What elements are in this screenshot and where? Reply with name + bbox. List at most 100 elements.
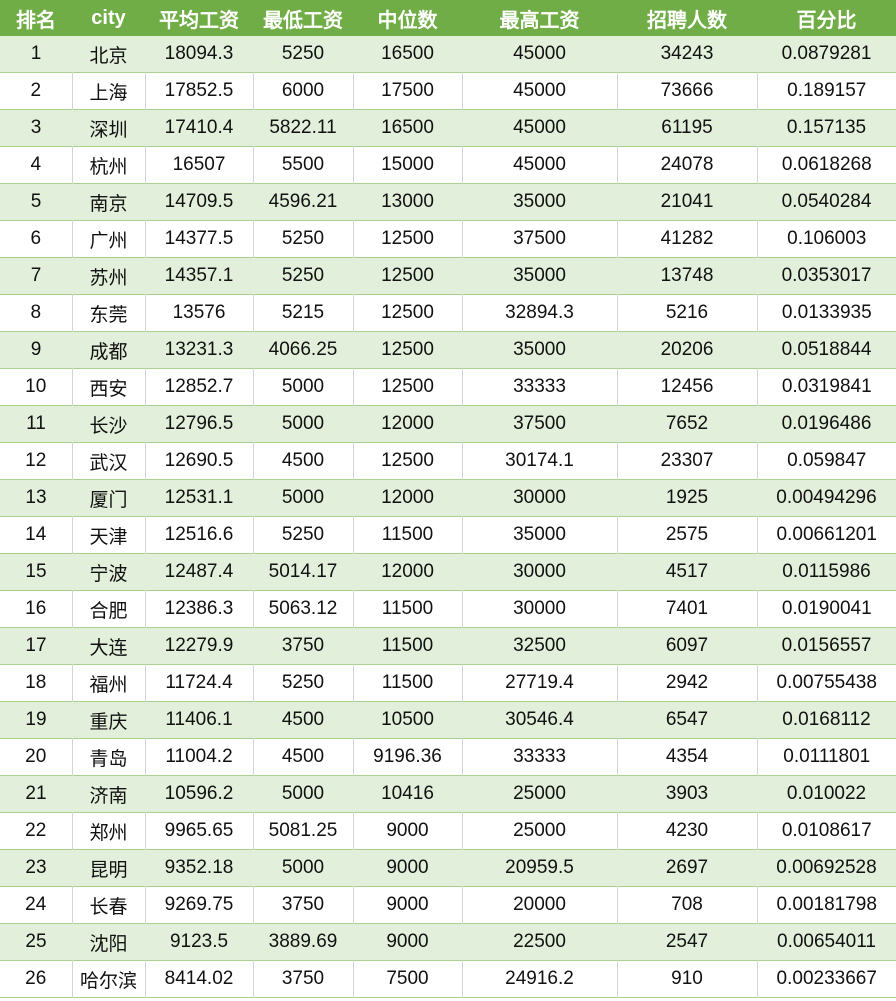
cell-min-salary[interactable]: 5250 (252, 516, 353, 554)
cell-median[interactable]: 17500 (352, 72, 462, 110)
cell-city[interactable]: 武汉 (71, 442, 145, 480)
cell-rank[interactable]: 1 (0, 36, 72, 73)
cell-avg-salary[interactable]: 12531.1 (145, 479, 253, 517)
cell-city[interactable]: 宁波 (72, 553, 145, 591)
cell-percentage[interactable]: 0.106003 (756, 220, 896, 258)
cell-min-salary[interactable]: 4500 (253, 701, 353, 739)
cell-rank[interactable]: 21 (0, 775, 72, 813)
cell-city[interactable]: 北京 (72, 36, 145, 73)
cell-job-count[interactable]: 1925 (617, 479, 757, 517)
cell-rank[interactable]: 11 (0, 405, 72, 443)
cell-job-count[interactable]: 12456 (616, 368, 757, 406)
cell-median[interactable]: 12500 (352, 368, 462, 406)
cell-median[interactable]: 9000 (352, 812, 462, 850)
cell-median[interactable]: 12000 (353, 405, 462, 443)
cell-median[interactable]: 12500 (352, 220, 462, 258)
cell-median[interactable]: 12000 (353, 553, 462, 591)
cell-city[interactable]: 杭州 (71, 146, 145, 184)
cell-percentage[interactable]: 0.189157 (756, 72, 896, 110)
cell-avg-salary[interactable]: 13576 (144, 294, 253, 332)
cell-max-salary[interactable]: 35000 (462, 183, 617, 221)
cell-avg-salary[interactable]: 17852.5 (144, 72, 253, 110)
cell-avg-salary[interactable]: 11406.1 (145, 701, 253, 739)
cell-percentage[interactable]: 0.0518844 (757, 331, 896, 369)
cell-job-count[interactable]: 6097 (617, 627, 757, 665)
cell-min-salary[interactable]: 3750 (252, 886, 353, 924)
cell-max-salary[interactable]: 25000 (461, 812, 617, 850)
cell-median[interactable]: 15000 (352, 146, 462, 184)
cell-job-count[interactable]: 23307 (616, 442, 757, 480)
cell-max-salary[interactable]: 35000 (461, 516, 617, 554)
cell-city[interactable]: 哈尔滨 (71, 960, 145, 998)
cell-rank[interactable]: 6 (30, 228, 42, 249)
cell-median[interactable]: 12500 (353, 331, 462, 369)
cell-job-count[interactable]: 2942 (616, 664, 757, 702)
cell-city[interactable]: 东莞 (71, 294, 145, 332)
cell-job-count[interactable]: 708 (616, 886, 757, 924)
cell-avg-salary[interactable]: 9965.65 (144, 812, 253, 850)
cell-max-salary[interactable]: 35000 (462, 331, 617, 369)
cell-median[interactable]: 11500 (352, 516, 462, 554)
column-header-rank[interactable]: 排名 (0, 0, 72, 36)
cell-min-salary[interactable]: 3889.69 (253, 923, 353, 961)
cell-median[interactable]: 16500 (353, 36, 462, 73)
cell-percentage[interactable]: 0.00233667 (756, 960, 896, 998)
cell-job-count[interactable]: 910 (616, 960, 757, 998)
cell-min-salary[interactable]: 5000 (253, 405, 353, 443)
column-header-median[interactable]: 中位数 (353, 0, 462, 36)
cell-avg-salary[interactable]: 13231.3 (145, 331, 253, 369)
cell-rank[interactable]: 22 (25, 820, 47, 841)
cell-rank[interactable]: 14 (25, 524, 47, 545)
cell-job-count[interactable]: 5216 (616, 294, 757, 332)
cell-city[interactable]: 重庆 (72, 701, 145, 739)
cell-min-salary[interactable]: 6000 (252, 72, 353, 110)
cell-min-salary[interactable]: 4066.25 (253, 331, 353, 369)
cell-avg-salary[interactable]: 12487.4 (145, 553, 253, 591)
cell-median[interactable]: 10500 (353, 701, 462, 739)
cell-avg-salary[interactable]: 12796.5 (145, 405, 253, 443)
cell-city[interactable]: 深圳 (72, 109, 145, 147)
cell-percentage[interactable]: 0.010022 (757, 775, 896, 813)
cell-max-salary[interactable]: 32894.3 (461, 294, 617, 332)
cell-job-count[interactable]: 2697 (617, 849, 757, 887)
cell-min-salary[interactable]: 5000 (253, 775, 353, 813)
cell-avg-salary[interactable]: 14377.5 (144, 220, 253, 258)
cell-rank[interactable]: 2 (30, 80, 42, 101)
cell-min-salary[interactable]: 5000 (253, 849, 353, 887)
cell-percentage[interactable]: 0.00654011 (757, 923, 896, 961)
cell-avg-salary[interactable]: 14357.1 (145, 257, 253, 295)
cell-median[interactable]: 12500 (353, 257, 462, 295)
cell-max-salary[interactable]: 37500 (461, 220, 617, 258)
cell-median[interactable]: 12500 (352, 442, 462, 480)
cell-city[interactable]: 合肥 (71, 590, 145, 628)
cell-rank[interactable]: 9 (0, 331, 72, 369)
cell-avg-salary[interactable]: 11724.4 (144, 664, 253, 702)
cell-percentage[interactable]: 0.00661201 (756, 516, 896, 554)
cell-job-count[interactable]: 2575 (616, 516, 757, 554)
cell-avg-salary[interactable]: 12386.3 (144, 590, 253, 628)
cell-percentage[interactable]: 0.0540284 (757, 183, 896, 221)
cell-rank[interactable]: 10 (25, 376, 47, 397)
cell-rank[interactable]: 24 (25, 894, 47, 915)
cell-city[interactable]: 济南 (72, 775, 145, 813)
cell-job-count[interactable]: 73666 (616, 72, 757, 110)
cell-min-salary[interactable]: 5215 (252, 294, 353, 332)
column-header-max-salary[interactable]: 最高工资 (462, 0, 617, 36)
cell-avg-salary[interactable]: 17410.4 (145, 109, 253, 147)
column-header-percentage[interactable]: 百分比 (757, 0, 896, 36)
cell-percentage[interactable]: 0.0879281 (757, 36, 896, 73)
cell-median[interactable]: 9000 (353, 849, 462, 887)
cell-rank[interactable]: 15 (0, 553, 72, 591)
cell-rank[interactable]: 7 (0, 257, 72, 295)
cell-percentage[interactable]: 0.0196486 (757, 405, 896, 443)
cell-percentage[interactable]: 0.0115986 (757, 553, 896, 591)
cell-percentage[interactable]: 0.157135 (757, 109, 896, 147)
cell-city[interactable]: 青岛 (71, 738, 145, 776)
cell-avg-salary[interactable]: 12279.9 (145, 627, 253, 665)
cell-percentage[interactable]: 0.059847 (756, 442, 896, 480)
cell-min-salary[interactable]: 4596.21 (253, 183, 353, 221)
cell-city[interactable]: 广州 (71, 220, 145, 258)
cell-min-salary[interactable]: 5822.11 (253, 109, 353, 147)
cell-city[interactable]: 成都 (72, 331, 145, 369)
cell-percentage[interactable]: 0.00692528 (757, 849, 896, 887)
